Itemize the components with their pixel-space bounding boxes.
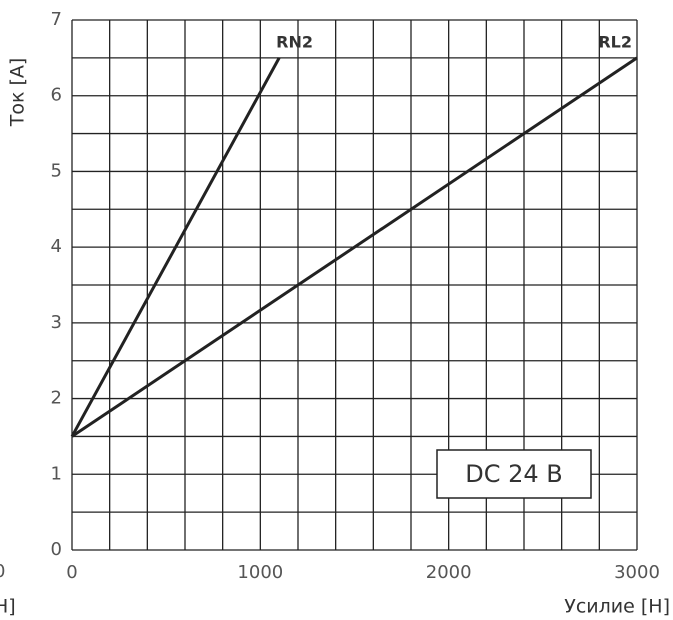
series-label: RN2 [276, 32, 313, 51]
x-tick-label: 3000 [614, 562, 660, 583]
y-tick-label: 0 [51, 539, 62, 560]
series-label: RL2 [598, 32, 632, 51]
y-tick-label: 1 [51, 463, 62, 484]
series-line [71, 56, 638, 438]
y-tick-label: 4 [51, 236, 62, 257]
series-line [70, 57, 281, 438]
clipped-text: 0 [0, 561, 5, 582]
clipped-text: Н] [0, 596, 16, 618]
y-axis-label: Ток [А] [7, 58, 29, 128]
y-tick-label: 2 [51, 388, 62, 409]
y-tick-label: 7 [51, 9, 62, 30]
x-tick-label: 2000 [426, 562, 472, 583]
x-tick-label: 0 [66, 562, 77, 583]
annotation-box [436, 449, 592, 499]
y-tick-label: 3 [51, 312, 62, 333]
x-axis-label: Усилие [Н] [564, 596, 670, 618]
annotation: DC 24 В [465, 460, 563, 488]
x-tick-label: 1000 [237, 562, 283, 583]
y-tick-label: 6 [51, 85, 62, 106]
y-tick-label: 5 [51, 160, 62, 181]
